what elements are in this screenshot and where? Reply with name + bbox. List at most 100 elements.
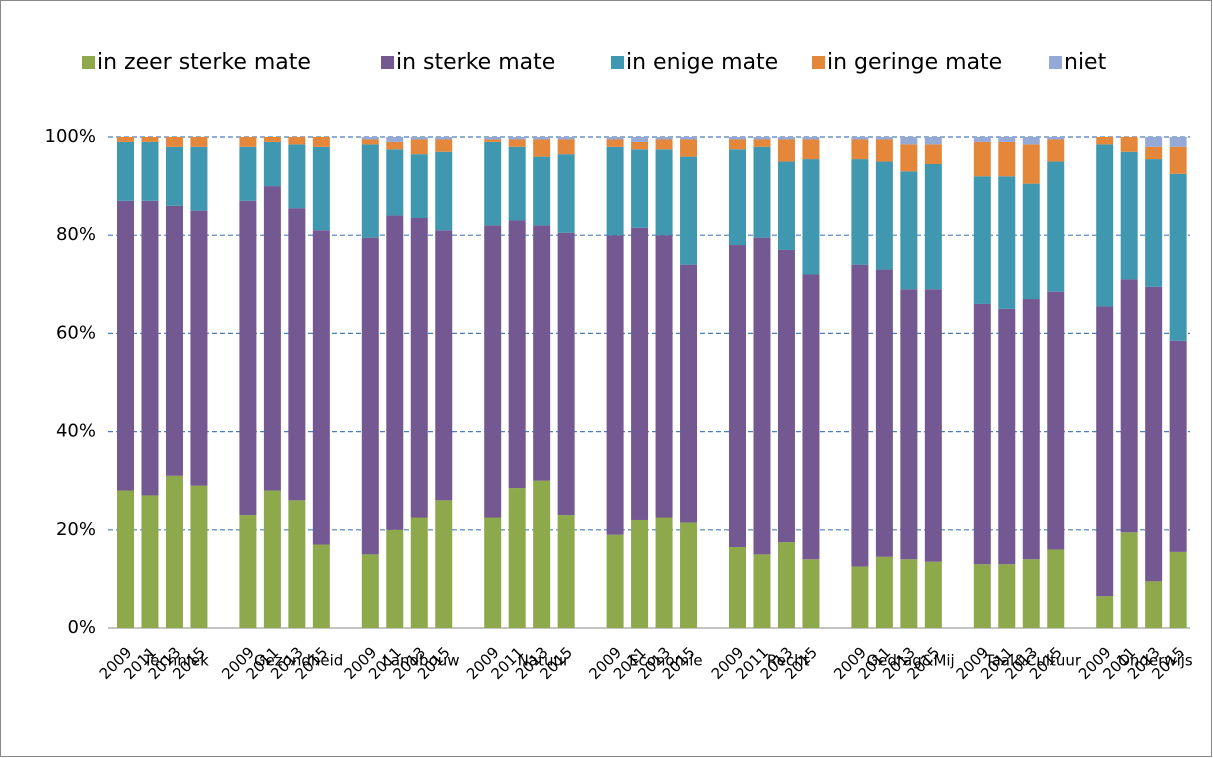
bar-segment [533, 137, 551, 140]
bar-segment [165, 475, 183, 628]
bar-segment [606, 137, 624, 140]
bar-segment [998, 564, 1016, 628]
bar-segment [1096, 596, 1114, 628]
bar-segment [361, 139, 379, 145]
bar-segment [410, 137, 428, 140]
bar-segment [753, 139, 771, 147]
bar-segment [606, 146, 624, 236]
bar-segment [263, 141, 281, 187]
bar-segment [998, 176, 1016, 309]
bar-segment [484, 141, 502, 226]
bar-segment [165, 137, 183, 147]
bar-segment [1022, 559, 1040, 628]
bar-segment [484, 139, 502, 142]
group-label: Onderwijs [1118, 652, 1193, 670]
bar-segment [998, 141, 1016, 177]
bar-segment [312, 544, 330, 628]
bar-segment [631, 519, 649, 628]
bar-segment [998, 137, 1016, 142]
bar-segment [802, 559, 820, 628]
bar-segment [410, 517, 428, 628]
bar-segment [1145, 146, 1163, 160]
bar-segment [802, 139, 820, 160]
bar-segment [361, 554, 379, 628]
bar-segment [729, 139, 746, 150]
bar-segment [1120, 151, 1138, 280]
bar-segment [190, 137, 208, 147]
bar-segment [680, 139, 698, 157]
group-label: Gezondheid [254, 652, 343, 670]
bar-segment [288, 137, 306, 145]
y-tick-label: 40% [56, 421, 96, 442]
bar-segment [777, 161, 795, 250]
bar-segment [900, 144, 918, 172]
bar-segment [312, 230, 330, 545]
bar-segment [631, 149, 649, 228]
bar-segment [924, 289, 942, 562]
bar-segment [533, 139, 551, 157]
bar-segment [802, 137, 820, 140]
y-tick-label: 60% [56, 322, 96, 343]
bar-segment [508, 220, 526, 489]
bar-segment [263, 186, 281, 491]
bar-segment [435, 139, 453, 152]
bar-segment [533, 480, 551, 628]
bar-segment [141, 141, 159, 201]
bar-segment [680, 264, 698, 523]
bar-segment [484, 137, 502, 140]
bar-segment [288, 208, 306, 501]
bar-segment [1145, 286, 1163, 582]
bar-segment [557, 232, 575, 516]
bar-segment [312, 137, 330, 147]
bar-segment [802, 159, 820, 275]
bar-segment [875, 137, 893, 140]
bar-segment [680, 137, 698, 140]
bar-segment [631, 137, 649, 142]
bar-segment [753, 146, 771, 238]
bar-segment [288, 144, 306, 209]
bar-segment [900, 171, 918, 290]
group-label: Landbouw [382, 652, 459, 670]
bar-segment [312, 146, 330, 231]
bar-segment [1022, 137, 1040, 145]
y-tick-label: 80% [56, 224, 96, 245]
bar-segment [1145, 159, 1163, 287]
bar-segment [117, 137, 134, 142]
bar-segment [117, 141, 134, 201]
bar-segment [655, 139, 673, 150]
bar-segment [141, 137, 159, 142]
bar-segment [802, 274, 820, 560]
bar-segment [631, 141, 649, 150]
bar-segment [165, 205, 183, 476]
bar-segment [410, 154, 428, 219]
bar-segment [973, 564, 991, 628]
bar-segment [973, 176, 991, 304]
bar-segment [1169, 340, 1187, 552]
bar-segment [1096, 144, 1114, 307]
bar-segment [777, 139, 795, 162]
bar-segment [361, 237, 379, 555]
bar-segment [606, 534, 624, 628]
bar-segment [924, 561, 942, 628]
bar-segment [973, 141, 991, 177]
bar-segment [851, 566, 869, 628]
bar-segment [875, 269, 893, 557]
bar-segment [924, 137, 942, 145]
bar-segment [875, 139, 893, 162]
bar-segment [263, 490, 281, 628]
bar-segment [1169, 173, 1187, 341]
bar-segment [924, 164, 942, 290]
bar-segment [1120, 137, 1138, 152]
bar-segment [851, 264, 869, 567]
bar-segment [973, 137, 991, 142]
group-label: Natuur [518, 652, 570, 670]
bar-segment [729, 149, 746, 246]
bar-segment [631, 227, 649, 520]
bar-segment [924, 144, 942, 165]
bar-segment [117, 200, 134, 491]
bar-segment [141, 200, 159, 496]
bar-segment [508, 139, 526, 147]
bar-segment [1145, 581, 1163, 628]
bar-segment [1096, 306, 1114, 597]
bar-segment [141, 495, 159, 628]
